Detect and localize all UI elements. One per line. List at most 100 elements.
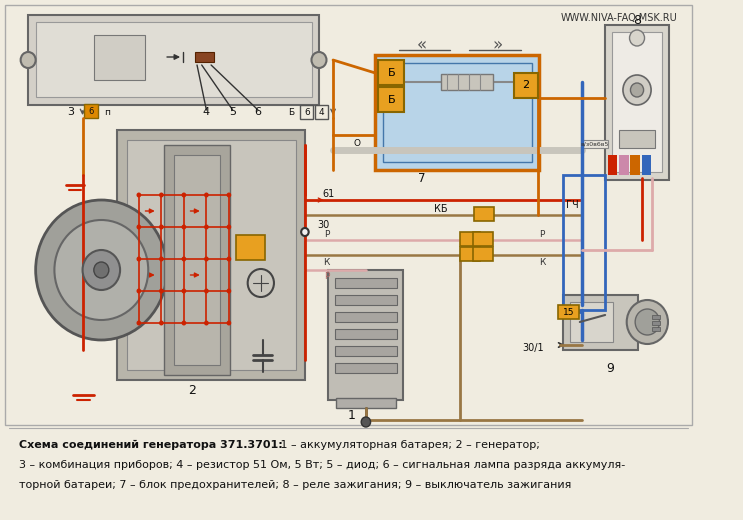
Circle shape (361, 417, 371, 427)
Circle shape (159, 192, 163, 198)
Circle shape (94, 262, 108, 278)
Bar (336, 398, 396, 408)
Text: Р: Р (324, 271, 329, 280)
Text: 30/1: 30/1 (522, 343, 544, 353)
Bar (85, 104, 97, 118)
Text: 5: 5 (229, 107, 236, 117)
Text: п: п (104, 108, 110, 116)
Circle shape (159, 256, 163, 262)
Circle shape (204, 320, 209, 326)
Text: 6: 6 (255, 107, 262, 117)
Bar (378, 87, 404, 112)
Bar (631, 155, 640, 175)
Text: 2: 2 (189, 384, 196, 397)
Text: »: » (492, 36, 502, 54)
Text: 8: 8 (633, 14, 641, 27)
Text: 30: 30 (317, 220, 330, 230)
Circle shape (227, 192, 231, 198)
Text: ГЧ: ГЧ (566, 200, 579, 210)
Bar (164, 145, 230, 375)
Circle shape (54, 220, 149, 320)
Bar (378, 60, 404, 85)
Bar (558, 305, 579, 319)
Bar (563, 175, 605, 310)
Bar (514, 73, 538, 98)
Text: 6: 6 (304, 108, 310, 116)
Bar (328, 270, 403, 400)
Bar (335, 363, 397, 373)
Text: 4: 4 (319, 108, 325, 116)
Text: 1 – аккумуляторная батарея; 2 – генератор;: 1 – аккумуляторная батарея; 2 – генерато… (276, 440, 539, 450)
Bar (195, 52, 214, 62)
Bar (473, 247, 493, 261)
Text: 2: 2 (522, 80, 529, 90)
Text: 6: 6 (88, 107, 94, 115)
Circle shape (21, 52, 36, 68)
Bar (473, 232, 493, 246)
Circle shape (181, 289, 186, 293)
Text: 9: 9 (606, 361, 614, 374)
Bar (619, 130, 655, 148)
Bar (571, 302, 613, 342)
Circle shape (181, 225, 186, 229)
Bar (28, 15, 319, 105)
Bar (383, 63, 532, 162)
Circle shape (204, 289, 209, 293)
Text: КБ: КБ (434, 204, 448, 214)
Bar (563, 295, 638, 350)
Bar (652, 327, 660, 331)
Bar (582, 140, 608, 148)
Bar (236, 235, 265, 260)
Bar (605, 25, 669, 180)
Bar (94, 35, 146, 80)
Circle shape (137, 320, 141, 326)
Bar (300, 105, 314, 119)
Circle shape (631, 83, 643, 97)
Bar (335, 346, 397, 356)
Bar (335, 312, 397, 322)
Circle shape (82, 250, 120, 290)
Bar (335, 295, 397, 305)
Bar (652, 321, 660, 325)
Text: 3 – комбинация приборов; 4 – резистор 51 Ом, 5 Вт; 5 – диод; 6 – сигнальная ламп: 3 – комбинация приборов; 4 – резистор 51… (19, 460, 625, 470)
Text: Б: Б (387, 68, 395, 78)
Text: «: « (417, 36, 427, 54)
Circle shape (159, 320, 163, 326)
Bar (126, 140, 296, 370)
Bar (441, 74, 493, 90)
Bar (117, 130, 305, 380)
Text: Р: Р (539, 229, 545, 239)
Text: 4: 4 (203, 107, 210, 117)
Circle shape (311, 52, 326, 68)
Text: К: К (539, 257, 545, 267)
Circle shape (204, 225, 209, 229)
Bar (642, 155, 651, 175)
Bar (619, 155, 629, 175)
Bar (460, 232, 481, 246)
Circle shape (159, 225, 163, 229)
Circle shape (137, 289, 141, 293)
Circle shape (204, 256, 209, 262)
Text: 61: 61 (322, 189, 334, 199)
Text: WWW.NIVA-FAQ.MSK.RU: WWW.NIVA-FAQ.MSK.RU (561, 13, 678, 23)
Bar (315, 105, 328, 119)
Text: Схема соединений генератора 371.3701:: Схема соединений генератора 371.3701: (19, 440, 282, 450)
Text: Р: Р (324, 229, 329, 239)
Circle shape (626, 300, 668, 344)
Circle shape (181, 320, 186, 326)
Bar (335, 278, 397, 288)
Bar (460, 247, 481, 261)
Bar (335, 329, 397, 339)
Text: Б: Б (387, 95, 395, 105)
Bar (4, 5, 692, 425)
Circle shape (36, 200, 167, 340)
Text: 7: 7 (418, 172, 426, 185)
Circle shape (629, 30, 644, 46)
Bar (375, 55, 539, 170)
Bar (652, 315, 660, 319)
Circle shape (181, 192, 186, 198)
Circle shape (137, 225, 141, 229)
Text: 1: 1 (348, 409, 356, 422)
Bar (174, 155, 221, 365)
Bar (608, 155, 617, 175)
